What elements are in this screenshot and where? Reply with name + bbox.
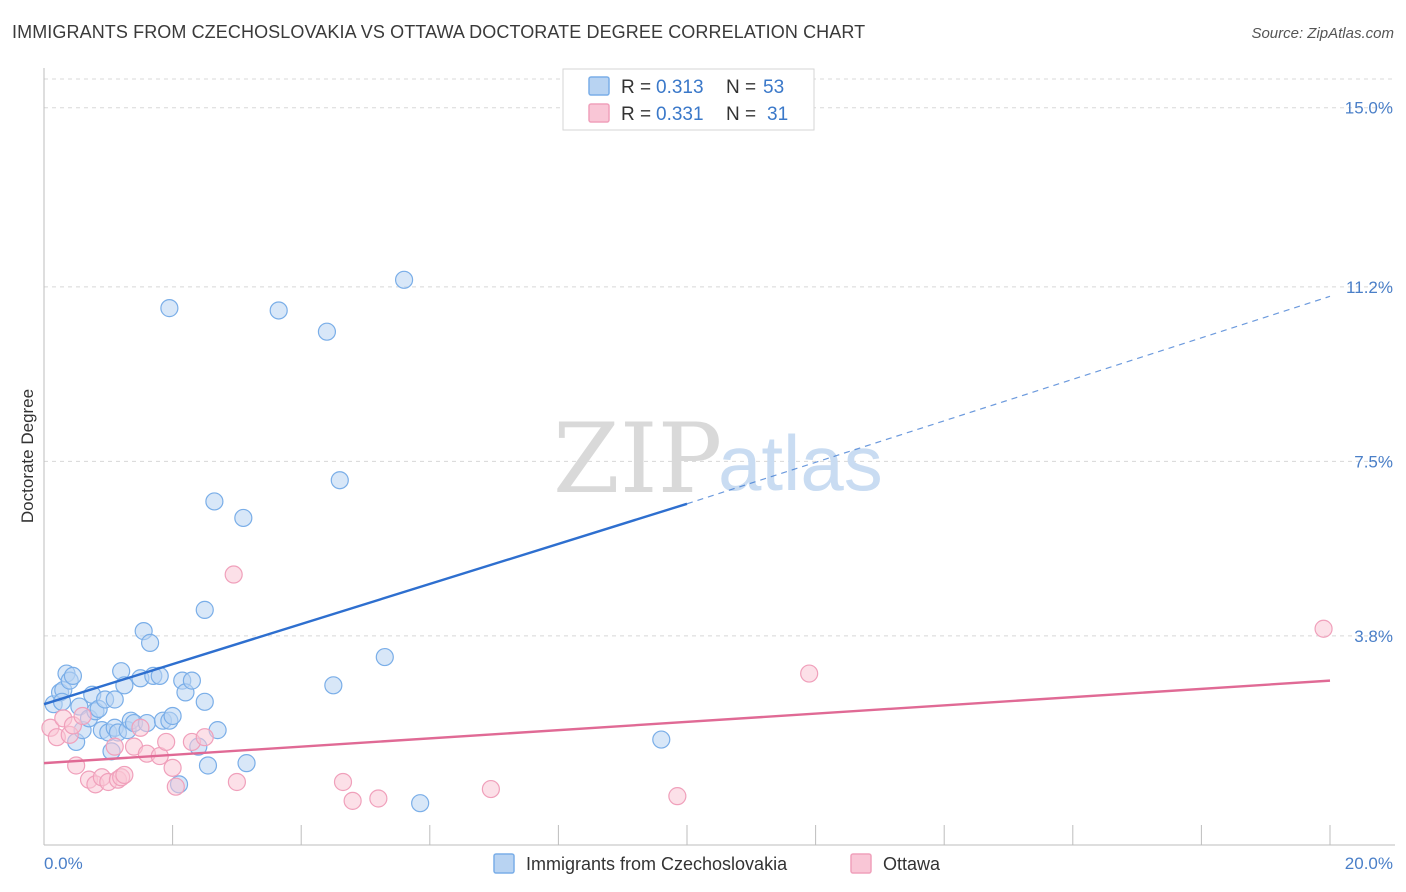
legend-n-label-ottawa: N = xyxy=(726,104,756,125)
trend-line-0 xyxy=(43,502,688,706)
point-1-6 xyxy=(73,706,92,726)
bottom-legend-label-czechoslovakia: Immigrants from Czechoslovakia xyxy=(526,854,788,874)
point-0-50 xyxy=(324,676,343,695)
chart-title: IMMIGRANTS FROM CZECHOSLOVAKIA VS OTTAWA… xyxy=(12,22,866,42)
point-0-46 xyxy=(234,508,253,528)
point-1-23 xyxy=(195,728,214,747)
point-0-54 xyxy=(411,794,430,813)
grid xyxy=(44,78,1395,637)
x-tick-label-right: 20.0% xyxy=(1345,854,1393,873)
point-1-26 xyxy=(333,772,353,792)
x-tick-label-left: 0.0% xyxy=(44,854,83,873)
legend-n-value-czechoslovakia: 53 xyxy=(763,77,784,98)
legend-swatch-czechoslovakia xyxy=(588,76,610,96)
axes xyxy=(43,68,1395,846)
y-tick-label-2: 11.2% xyxy=(1346,278,1393,297)
bottom-legend-swatch-czechoslovakia xyxy=(493,853,515,874)
point-1-30 xyxy=(668,787,687,806)
point-1-20 xyxy=(163,758,182,777)
point-0-29 xyxy=(140,633,160,652)
point-1-24 xyxy=(227,772,246,792)
point-0-35 xyxy=(160,299,179,318)
watermark-atlas: atlas xyxy=(718,419,883,507)
legend-r-label-czechoslovakia: R = xyxy=(621,77,651,98)
legend-swatch-ottawa xyxy=(588,103,610,123)
point-0-44 xyxy=(205,492,224,511)
series-layer xyxy=(41,270,1333,813)
point-1-21 xyxy=(166,777,185,796)
point-1-19 xyxy=(157,732,176,752)
point-0-55 xyxy=(652,730,671,749)
point-0-52 xyxy=(375,647,394,667)
legend-r-value-ottawa: 0.331 xyxy=(656,104,704,125)
source-label: Source: ZipAtlas.com xyxy=(1251,25,1394,42)
point-0-53 xyxy=(394,270,414,289)
bottom-legend: Immigrants from Czechoslovakia Ottawa xyxy=(493,853,941,874)
trend-line-1 xyxy=(43,679,1331,765)
y-tick-label-3: 15.0% xyxy=(1345,99,1393,118)
point-1-25 xyxy=(224,565,243,584)
point-1-29 xyxy=(481,779,500,799)
point-1-11 xyxy=(105,737,124,756)
point-1-27 xyxy=(343,791,362,810)
series-1 xyxy=(41,565,1333,810)
watermark-zip: ZIP xyxy=(553,403,722,515)
y-axis-label: Doctorate Degree xyxy=(18,389,37,523)
point-0-49 xyxy=(317,322,337,341)
legend-r-value-czechoslovakia: 0.313 xyxy=(656,77,704,98)
point-1-31 xyxy=(800,664,819,683)
point-0-43 xyxy=(198,756,218,775)
legend-n-label-czechoslovakia: N = xyxy=(726,77,756,98)
point-0-20 xyxy=(105,690,124,709)
y-tick-label-0: 3.8% xyxy=(1354,627,1393,646)
point-1-16 xyxy=(131,718,150,737)
point-1-28 xyxy=(369,789,388,808)
legend-r-label-ottawa: R = xyxy=(621,104,651,125)
point-1-14 xyxy=(115,765,134,785)
y-tick-labels: 3.8% 7.5% 11.2% 15.0% xyxy=(1345,99,1393,646)
point-1-32 xyxy=(1314,619,1333,638)
watermark: ZIP atlas xyxy=(553,403,883,515)
legend: R = 0.313 N = 53 R = 0.331 N = 31 xyxy=(562,68,815,131)
point-0-41 xyxy=(195,692,214,711)
point-0-48 xyxy=(269,301,288,320)
point-0-6 xyxy=(63,666,83,686)
series-0 xyxy=(44,270,671,813)
point-0-51 xyxy=(330,471,349,490)
trend-extension-0 xyxy=(686,295,1331,505)
bottom-legend-swatch-ottawa xyxy=(850,853,872,874)
point-0-42 xyxy=(195,600,214,619)
legend-n-value-ottawa: 31 xyxy=(767,104,788,125)
point-0-39 xyxy=(182,671,201,690)
point-0-34 xyxy=(163,706,182,726)
point-0-47 xyxy=(237,754,256,773)
y-tick-label-1: 7.5% xyxy=(1354,452,1393,471)
bottom-legend-label-ottawa: Ottawa xyxy=(883,854,941,874)
